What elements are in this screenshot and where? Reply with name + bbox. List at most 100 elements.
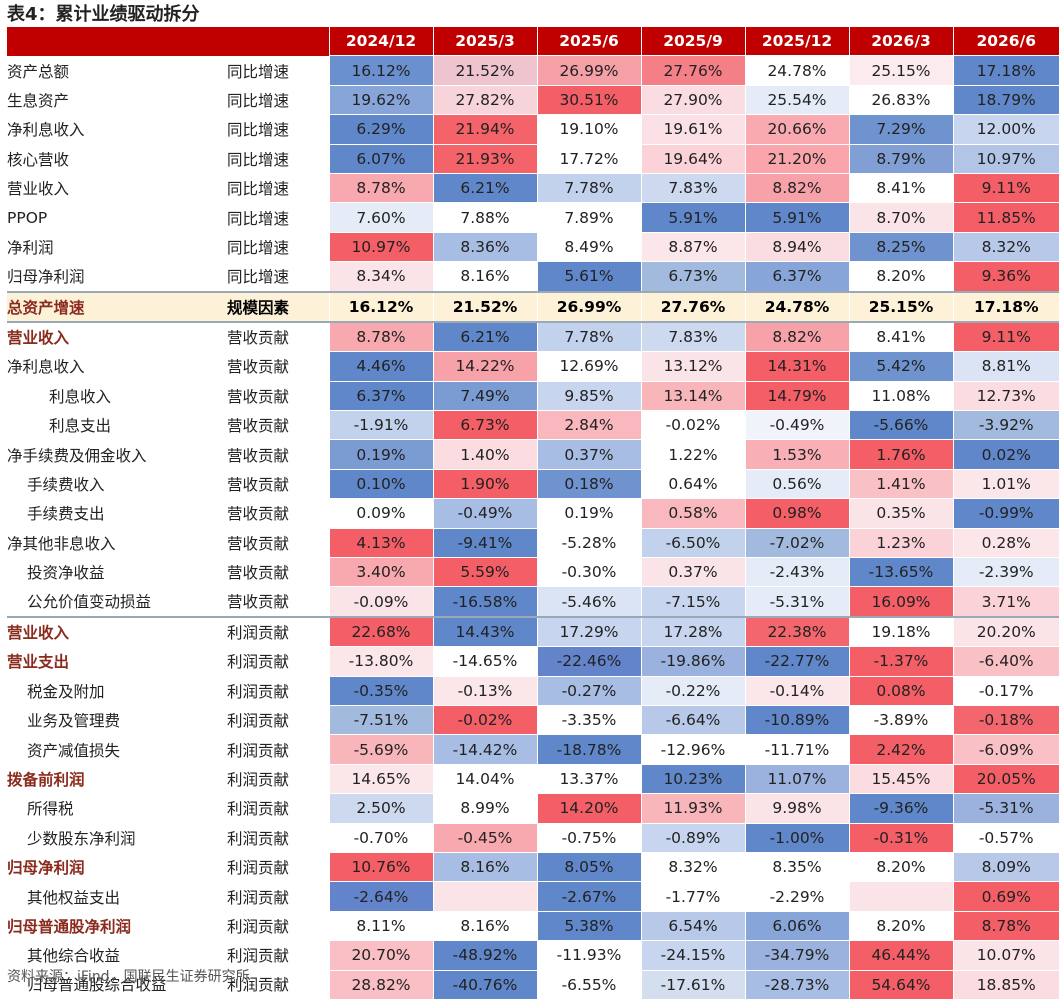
value-cell: 4.13% bbox=[328, 527, 433, 558]
value-cell: 0.08% bbox=[848, 675, 953, 706]
value-cell: -0.35% bbox=[328, 675, 433, 706]
value-cell: -34.79% bbox=[744, 940, 849, 970]
value-cell: 27.82% bbox=[432, 84, 537, 115]
value-cell: 27.76% bbox=[640, 55, 745, 86]
value-cell: 26.99% bbox=[536, 55, 641, 86]
value-cell: 17.29% bbox=[536, 615, 641, 647]
row-label: 公允价值变动损益 bbox=[7, 586, 227, 617]
value-cell: -0.57% bbox=[952, 822, 1059, 853]
value-cell: 0.69% bbox=[952, 881, 1059, 912]
value-cell: 0.37% bbox=[640, 557, 745, 587]
row-metric-type: 同比增速 bbox=[227, 144, 329, 174]
table-row: 净利息收入 营收贡献 4.46% 14.22% 12.69% 13.12% 14.31% 5.… bbox=[7, 351, 1059, 382]
value-cell: 17.18% bbox=[952, 55, 1059, 86]
value-cell: -3.89% bbox=[848, 704, 953, 735]
value-cell: -6.55% bbox=[536, 969, 641, 999]
value-cell: 13.14% bbox=[640, 380, 745, 411]
row-label: PPOP bbox=[7, 202, 227, 233]
header-row: 2024/12 2025/3 2025/6 2025/9 2025/12 202… bbox=[7, 27, 1059, 56]
value-cell: 13.37% bbox=[536, 763, 641, 794]
value-cell: 14.65% bbox=[328, 763, 433, 794]
value-cell: -7.51% bbox=[328, 704, 433, 735]
row-label: 营业收入 bbox=[7, 615, 227, 647]
value-cell: 8.36% bbox=[432, 231, 537, 262]
table-row: 投资净收益 营收贡献 3.40% 5.59% -0.30% 0.37% -2.43% -13.… bbox=[7, 557, 1059, 587]
value-cell: 6.06% bbox=[744, 910, 849, 941]
row-metric-type: 利润贡献 bbox=[227, 676, 329, 706]
value-cell: 21.20% bbox=[744, 143, 849, 174]
row-label: 营业收入 bbox=[7, 321, 227, 352]
row-label: 拨备前利润 bbox=[7, 764, 227, 794]
table-row: 营业收入 同比增速 8.78% 6.21% 7.78% 7.83% 8.82% 8.41% 9.… bbox=[7, 172, 1059, 203]
value-cell: 14.22% bbox=[432, 351, 537, 382]
row-label: 归母净利润 bbox=[7, 261, 227, 292]
value-cell: 10.07% bbox=[952, 940, 1059, 970]
value-cell: 0.28% bbox=[952, 527, 1059, 558]
value-cell: 0.35% bbox=[848, 498, 953, 529]
table-row: 净手续费及佣金收入 营收贡献 0.19% 1.40% 0.37% 1.22% 1.53% 1.… bbox=[7, 439, 1059, 470]
value-cell: -28.73% bbox=[744, 969, 849, 999]
value-cell: 6.37% bbox=[328, 380, 433, 411]
table-row: 归母净利润 同比增速 8.34% 8.16% 5.61% 6.73% 6.37% 8.20% 9… bbox=[7, 261, 1059, 292]
row-metric-type: 利润贡献 bbox=[227, 911, 329, 941]
row-metric-type: 营收贡献 bbox=[227, 410, 329, 440]
value-cell: 0.18% bbox=[536, 468, 641, 499]
row-label: 其他权益支出 bbox=[7, 881, 227, 912]
value-cell: -5.69% bbox=[328, 734, 433, 765]
value-cell: 10.76% bbox=[328, 851, 433, 882]
value-cell: -24.15% bbox=[640, 940, 745, 970]
row-metric-type: 利润贡献 bbox=[227, 793, 329, 824]
value-cell: -0.14% bbox=[744, 675, 849, 706]
column-header: 2024/12 bbox=[328, 27, 433, 56]
value-cell: 8.78% bbox=[328, 321, 433, 352]
value-cell: 3.40% bbox=[328, 557, 433, 587]
value-cell: 8.09% bbox=[952, 851, 1059, 882]
value-cell: 12.73% bbox=[952, 380, 1059, 411]
row-metric-type: 营收贡献 bbox=[227, 351, 329, 382]
value-cell: 8.41% bbox=[848, 172, 953, 203]
row-metric-type: 同比增速 bbox=[227, 232, 329, 262]
value-cell: -0.31% bbox=[848, 822, 953, 853]
row-metric-type: 利润贡献 bbox=[227, 615, 329, 647]
value-cell: 1.23% bbox=[848, 527, 953, 558]
row-metric-type: 营收贡献 bbox=[227, 557, 329, 587]
value-cell: 7.89% bbox=[536, 202, 641, 233]
value-cell: 9.11% bbox=[952, 321, 1059, 352]
value-cell: 15.45% bbox=[848, 763, 953, 794]
value-cell: 6.37% bbox=[744, 261, 849, 292]
table-row: 拨备前利润 利润贡献 14.65% 14.04% 13.37% 10.23% 11.07% 1… bbox=[7, 763, 1059, 794]
value-cell: 10.23% bbox=[640, 763, 745, 794]
row-metric-type: 利润贡献 bbox=[227, 852, 329, 882]
value-cell: -5.31% bbox=[744, 586, 849, 617]
value-cell: 1.22% bbox=[640, 439, 745, 470]
row-label: 核心营收 bbox=[7, 144, 227, 174]
value-cell: 6.54% bbox=[640, 910, 745, 941]
value-cell: -0.30% bbox=[536, 557, 641, 587]
value-cell: 0.19% bbox=[536, 498, 641, 529]
row-metric-type: 利润贡献 bbox=[227, 705, 329, 735]
row-metric-type: 营收贡献 bbox=[227, 528, 329, 558]
value-cell: 8.05% bbox=[536, 851, 641, 882]
value-cell: 12.69% bbox=[536, 351, 641, 382]
value-cell: 2.84% bbox=[536, 410, 641, 440]
value-cell: 2.42% bbox=[848, 734, 953, 765]
value-cell: 14.04% bbox=[432, 763, 537, 794]
column-header: 2025/3 bbox=[432, 27, 537, 56]
table-row: 利息支出 营收贡献 -1.91% 6.73% 2.84% -0.02% -0.49% -5.6… bbox=[7, 410, 1059, 440]
row-metric-type: 利润贡献 bbox=[227, 764, 329, 794]
value-cell: 8.49% bbox=[536, 231, 641, 262]
table-row: 营业收入 营收贡献 8.78% 6.21% 7.78% 7.83% 8.82% 8.41% 9.… bbox=[7, 321, 1059, 352]
value-cell: -6.64% bbox=[640, 704, 745, 735]
value-cell: 17.28% bbox=[640, 615, 745, 647]
value-cell: 11.07% bbox=[744, 763, 849, 794]
value-cell: 21.52% bbox=[432, 290, 537, 323]
row-label: 资产减值损失 bbox=[7, 734, 227, 765]
value-cell: -10.89% bbox=[744, 704, 849, 735]
row-metric-type: 同比增速 bbox=[227, 173, 329, 203]
row-label: 利息收入 bbox=[7, 381, 227, 411]
value-cell: 8.20% bbox=[848, 261, 953, 292]
value-cell: -13.65% bbox=[848, 557, 953, 587]
value-cell: 25.54% bbox=[744, 84, 849, 115]
value-cell: 8.81% bbox=[952, 351, 1059, 382]
row-metric-type: 规模因素 bbox=[227, 290, 329, 323]
